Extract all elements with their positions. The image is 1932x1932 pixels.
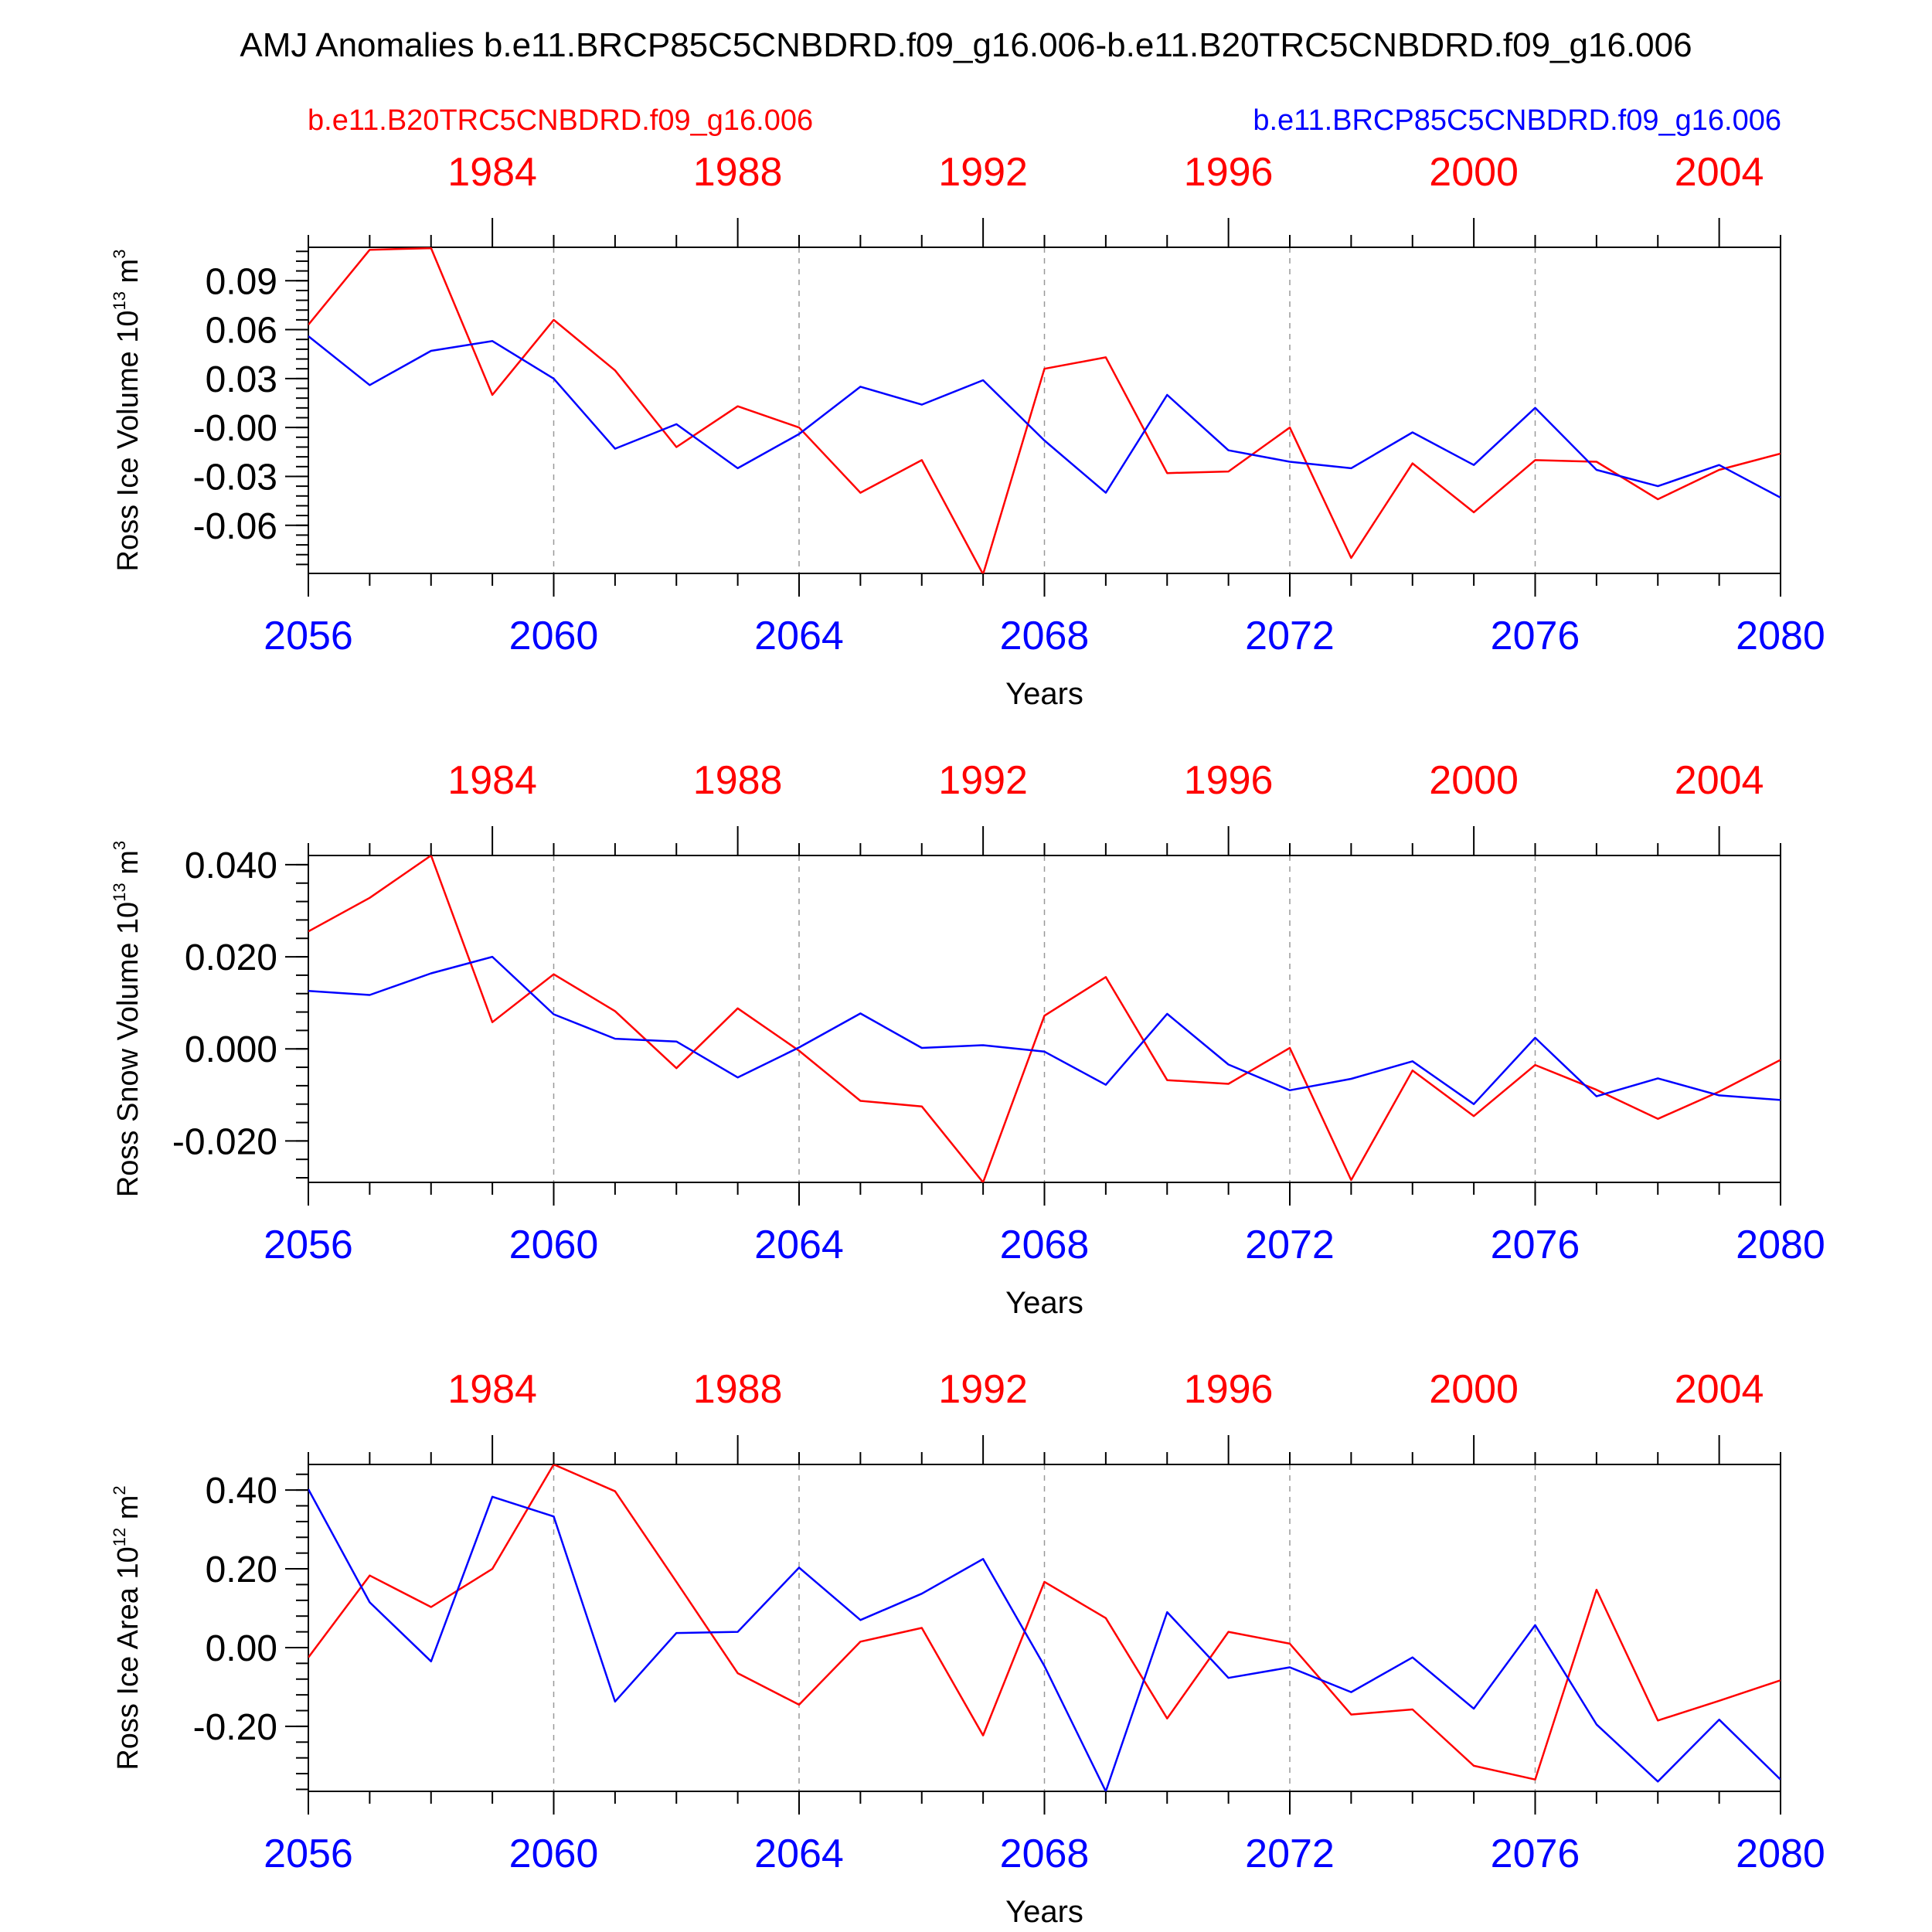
y-tick-label: -0.20 bbox=[193, 1707, 277, 1748]
x-tick-label: 2072 bbox=[1245, 614, 1335, 658]
top-tick-label: 1992 bbox=[938, 758, 1028, 803]
y-tick-label: -0.06 bbox=[193, 506, 277, 547]
x-tick-label: 2080 bbox=[1736, 1223, 1825, 1267]
legend-future: b.e11.BRCP85C5CNBDRD.f09_g16.006 bbox=[1253, 104, 1781, 137]
top-tick-label: 1988 bbox=[693, 758, 783, 803]
x-tick-label: 2068 bbox=[1000, 1223, 1090, 1267]
top-tick-label: 1988 bbox=[693, 1367, 783, 1412]
figure-title: AMJ Anomalies b.e11.BRCP85C5CNBDRD.f09_g… bbox=[240, 26, 1692, 64]
x-tick-label: 2064 bbox=[754, 1223, 844, 1267]
x-tick-label: 2080 bbox=[1736, 614, 1825, 658]
top-tick-label: 1984 bbox=[447, 150, 537, 195]
series-line-future bbox=[308, 1488, 1781, 1791]
x-axis-label: Years bbox=[1005, 677, 1083, 711]
series-line-historical bbox=[308, 247, 1781, 573]
series-line-future bbox=[308, 955, 1781, 1105]
panel-2: 0.040 0.020 0.000 -0.020 2056 2060 2064 2068 207… bbox=[110, 758, 1825, 1320]
x-tick-label: 2064 bbox=[754, 1832, 844, 1876]
y-tick-label: 0.00 bbox=[206, 1628, 277, 1669]
top-tick-label: 1992 bbox=[938, 150, 1028, 195]
series-line-historical bbox=[308, 1464, 1781, 1781]
top-tick-label: 2004 bbox=[1675, 1367, 1764, 1412]
y-axis-label: Ross Ice Volume 1013 m3 bbox=[110, 250, 145, 572]
x-tick-label: 2056 bbox=[264, 1832, 353, 1876]
top-tick-label: 2004 bbox=[1675, 150, 1764, 195]
x-tick-label: 2068 bbox=[1000, 1832, 1090, 1876]
y-tick-label: 0.000 bbox=[185, 1029, 277, 1070]
x-tick-label: 2060 bbox=[509, 614, 599, 658]
x-tick-label: 2056 bbox=[264, 1223, 353, 1267]
y-axis-label: Ross Ice Area 1012 m2 bbox=[110, 1485, 145, 1770]
y-tick-label: 0.040 bbox=[185, 845, 277, 886]
x-tick-label: 2060 bbox=[509, 1223, 599, 1267]
top-tick-label: 2004 bbox=[1675, 758, 1764, 803]
x-tick-label: 2076 bbox=[1491, 1223, 1580, 1267]
y-tick-label: -0.03 bbox=[193, 457, 277, 498]
top-tick-label: 2000 bbox=[1429, 758, 1519, 803]
y-tick-label: 0.20 bbox=[206, 1549, 277, 1590]
x-tick-label: 2080 bbox=[1736, 1832, 1825, 1876]
x-tick-label: 2064 bbox=[754, 614, 844, 658]
y-tick-label: 0.020 bbox=[185, 937, 277, 978]
y-axis-label: Ross Snow Volume 1013 m3 bbox=[110, 841, 145, 1197]
panel-3: 0.40 0.20 0.00 -0.20 2056 2060 2064 2068 2072 207… bbox=[110, 1367, 1825, 1929]
series-line-historical bbox=[308, 855, 1781, 1182]
x-tick-label: 2056 bbox=[264, 614, 353, 658]
x-tick-label: 2072 bbox=[1245, 1832, 1335, 1876]
series-line-future bbox=[308, 335, 1781, 499]
x-axis-label: Years bbox=[1005, 1895, 1083, 1929]
x-axis-label: Years bbox=[1005, 1286, 1083, 1320]
x-tick-label: 2060 bbox=[509, 1832, 599, 1876]
top-tick-label: 1996 bbox=[1184, 150, 1274, 195]
y-tick-label: 0.06 bbox=[206, 311, 277, 352]
top-tick-label: 1996 bbox=[1184, 758, 1274, 803]
x-tick-label: 2068 bbox=[1000, 614, 1090, 658]
y-tick-label: -0.020 bbox=[172, 1121, 277, 1162]
top-tick-label: 1992 bbox=[938, 1367, 1028, 1412]
panels: 0.09 0.06 0.03 -0.00 -0.03 -0.06 2056 2060 2064 2… bbox=[110, 150, 1825, 1929]
y-tick-label: 0.09 bbox=[206, 261, 277, 302]
panel-1: 0.09 0.06 0.03 -0.00 -0.03 -0.06 2056 2060 2064 2… bbox=[110, 150, 1825, 711]
legend-historical: b.e11.B20TRC5CNBDRD.f09_g16.006 bbox=[308, 104, 813, 137]
top-tick-label: 2000 bbox=[1429, 1367, 1519, 1412]
y-tick-label: 0.40 bbox=[206, 1471, 277, 1512]
y-tick-label: 0.03 bbox=[206, 359, 277, 400]
x-tick-label: 2072 bbox=[1245, 1223, 1335, 1267]
top-tick-label: 1984 bbox=[447, 758, 537, 803]
y-tick-label: -0.00 bbox=[193, 408, 277, 449]
top-tick-label: 1984 bbox=[447, 1367, 537, 1412]
top-tick-label: 1996 bbox=[1184, 1367, 1274, 1412]
top-tick-label: 2000 bbox=[1429, 150, 1519, 195]
top-tick-label: 1988 bbox=[693, 150, 783, 195]
x-tick-label: 2076 bbox=[1491, 614, 1580, 658]
x-tick-label: 2076 bbox=[1491, 1832, 1580, 1876]
